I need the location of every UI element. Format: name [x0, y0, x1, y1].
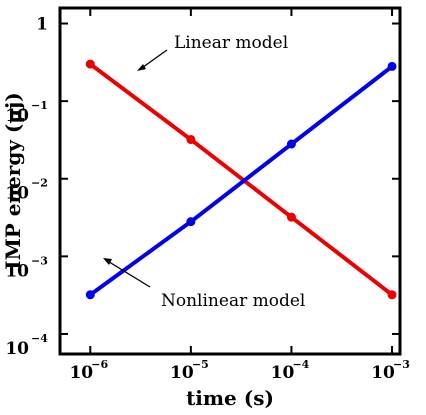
- series-line-nonlinear-model: [89, 64, 394, 297]
- x-tick-exponent: −3: [393, 358, 410, 371]
- y-tick-exponent: −3: [31, 254, 48, 267]
- data-point-linear-model: [186, 135, 196, 145]
- x-tick: 10−3: [371, 8, 410, 383]
- y-tick: 1: [36, 15, 400, 35]
- annotation-linear: Linear model: [137, 33, 288, 71]
- y-tick: 10−2: [5, 177, 400, 204]
- y-tick: 10−4: [5, 332, 400, 359]
- y-tick-exponent: −1: [31, 99, 48, 112]
- x-tick: 10−6: [69, 8, 108, 383]
- data-point-nonlinear-model: [286, 139, 296, 149]
- y-tick-label: 1: [36, 15, 48, 35]
- y-tick: 10−3: [5, 254, 400, 281]
- plot-frame: [58, 6, 402, 356]
- y-tick-exponent: −4: [31, 332, 48, 345]
- data-point-nonlinear-model: [387, 61, 397, 71]
- series-nonlinear-model: [85, 61, 397, 300]
- annotation-nonlinear: Nonlinear model: [103, 258, 305, 311]
- y-tick-label: 10: [5, 339, 29, 359]
- x-tick-label: 10: [271, 363, 295, 383]
- annotation-nonlinear-arrowhead: [103, 258, 112, 265]
- x-tick-exponent: −6: [91, 358, 108, 371]
- x-tick-label: 10: [371, 363, 395, 383]
- x-tick: 10−5: [170, 8, 209, 383]
- annotation-linear-arrowhead: [137, 64, 146, 71]
- data-point-linear-model: [286, 212, 296, 222]
- series-linear-model: [85, 59, 397, 300]
- x-tick: 10−4: [271, 8, 310, 383]
- data-point-nonlinear-model: [186, 217, 196, 227]
- data-point-nonlinear-model: [85, 290, 95, 300]
- x-axis-label: time (s): [186, 386, 274, 410]
- annotation-nonlinear-arrow: [105, 259, 151, 288]
- data-point-linear-model: [387, 290, 397, 300]
- y-tick: 10−1: [5, 99, 400, 126]
- annotation-linear-label: Linear model: [174, 33, 288, 53]
- y-tick-exponent: −2: [31, 177, 48, 190]
- x-tick-exponent: −5: [192, 358, 209, 371]
- x-tick-exponent: −4: [292, 358, 309, 371]
- data-point-linear-model: [85, 59, 95, 69]
- annotation-nonlinear-label: Nonlinear model: [161, 291, 305, 311]
- series-line-linear-model: [89, 62, 394, 297]
- y-tick-label: 10: [5, 261, 29, 281]
- x-tick-label: 10: [170, 363, 194, 383]
- y-tick-label: 10: [5, 184, 29, 204]
- y-tick-label: 10: [5, 106, 29, 126]
- x-tick-label: 10: [69, 363, 93, 383]
- y-axis-label: IMP energy (μj): [1, 92, 25, 269]
